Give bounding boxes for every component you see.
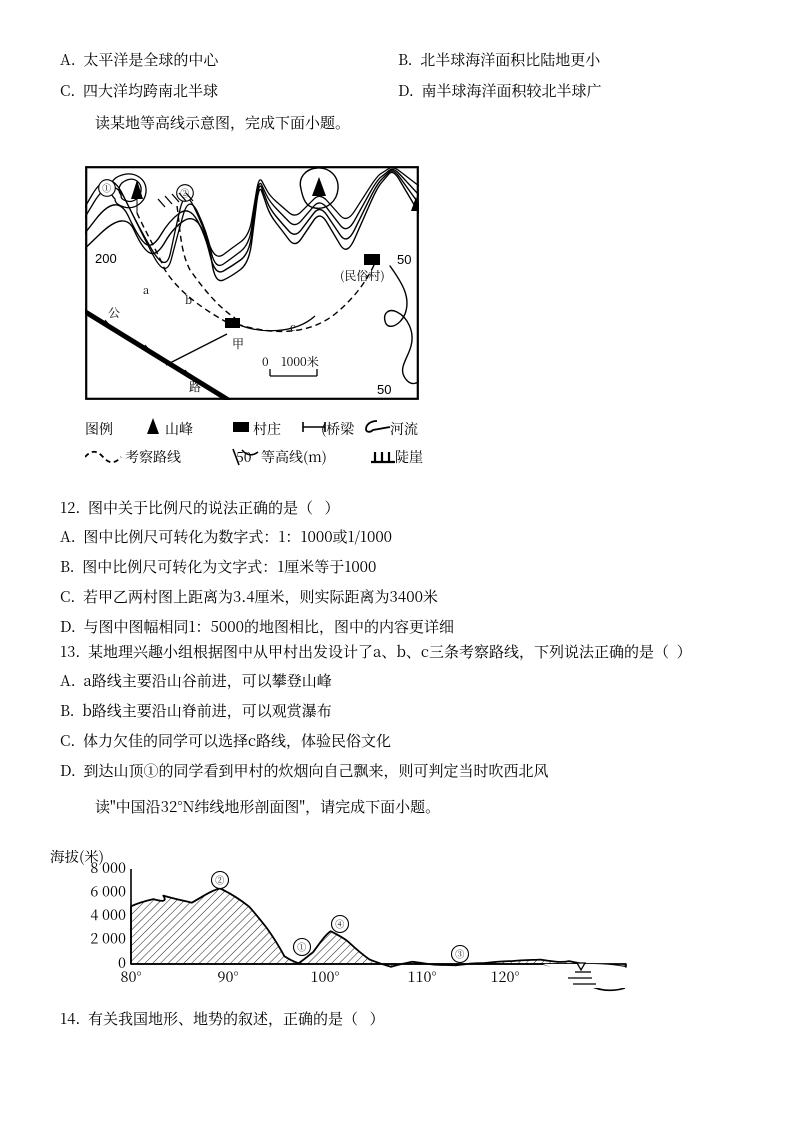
svg-text:a: a (143, 282, 150, 298)
svg-text:②: ② (180, 187, 189, 200)
svg-text:④: ④ (335, 918, 344, 931)
svg-text:(桥梁: (桥梁 (321, 419, 355, 439)
svg-text:b: b (185, 292, 192, 308)
svg-text:1000米: 1000米 (281, 353, 319, 370)
svg-text:80°: 80° (121, 966, 142, 987)
svg-text:120°: 120° (491, 966, 520, 987)
svg-text:100°: 100° (311, 966, 340, 987)
svg-text:①: ① (297, 941, 306, 954)
svg-text:90°: 90° (218, 966, 239, 987)
svg-text:山峰: 山峰 (165, 419, 193, 439)
svg-text:200: 200 (95, 251, 117, 266)
svg-text:村庄: 村庄 (253, 419, 281, 439)
svg-text:(民俗村): (民俗村) (340, 267, 385, 284)
svg-text:50: 50 (377, 382, 391, 397)
svg-text:③: ③ (455, 948, 464, 961)
svg-text:①: ① (102, 182, 111, 195)
svg-text:公: 公 (108, 304, 120, 321)
svg-text:②: ② (215, 874, 224, 887)
svg-text:110°: 110° (408, 966, 437, 987)
svg-text:甲: 甲 (232, 335, 244, 352)
svg-text:c: c (290, 319, 296, 335)
svg-text:考察路线: 考察路线 (125, 447, 181, 467)
svg-text:海拔(米): 海拔(米) (50, 850, 104, 867)
svg-text:等高线(m): 等高线(m) (261, 447, 327, 467)
svg-text:4 000: 4 000 (90, 904, 126, 925)
svg-text:6 000: 6 000 (90, 881, 126, 902)
svg-text:50: 50 (397, 252, 411, 267)
svg-text:50: 50 (236, 447, 252, 467)
svg-text:河流: 河流 (390, 419, 418, 439)
svg-text:2 000: 2 000 (90, 928, 126, 949)
svg-text:陡崖: 陡崖 (395, 447, 423, 467)
svg-text:图例: 图例 (85, 419, 113, 439)
svg-text:路: 路 (189, 378, 201, 395)
svg-text:0: 0 (262, 353, 269, 370)
